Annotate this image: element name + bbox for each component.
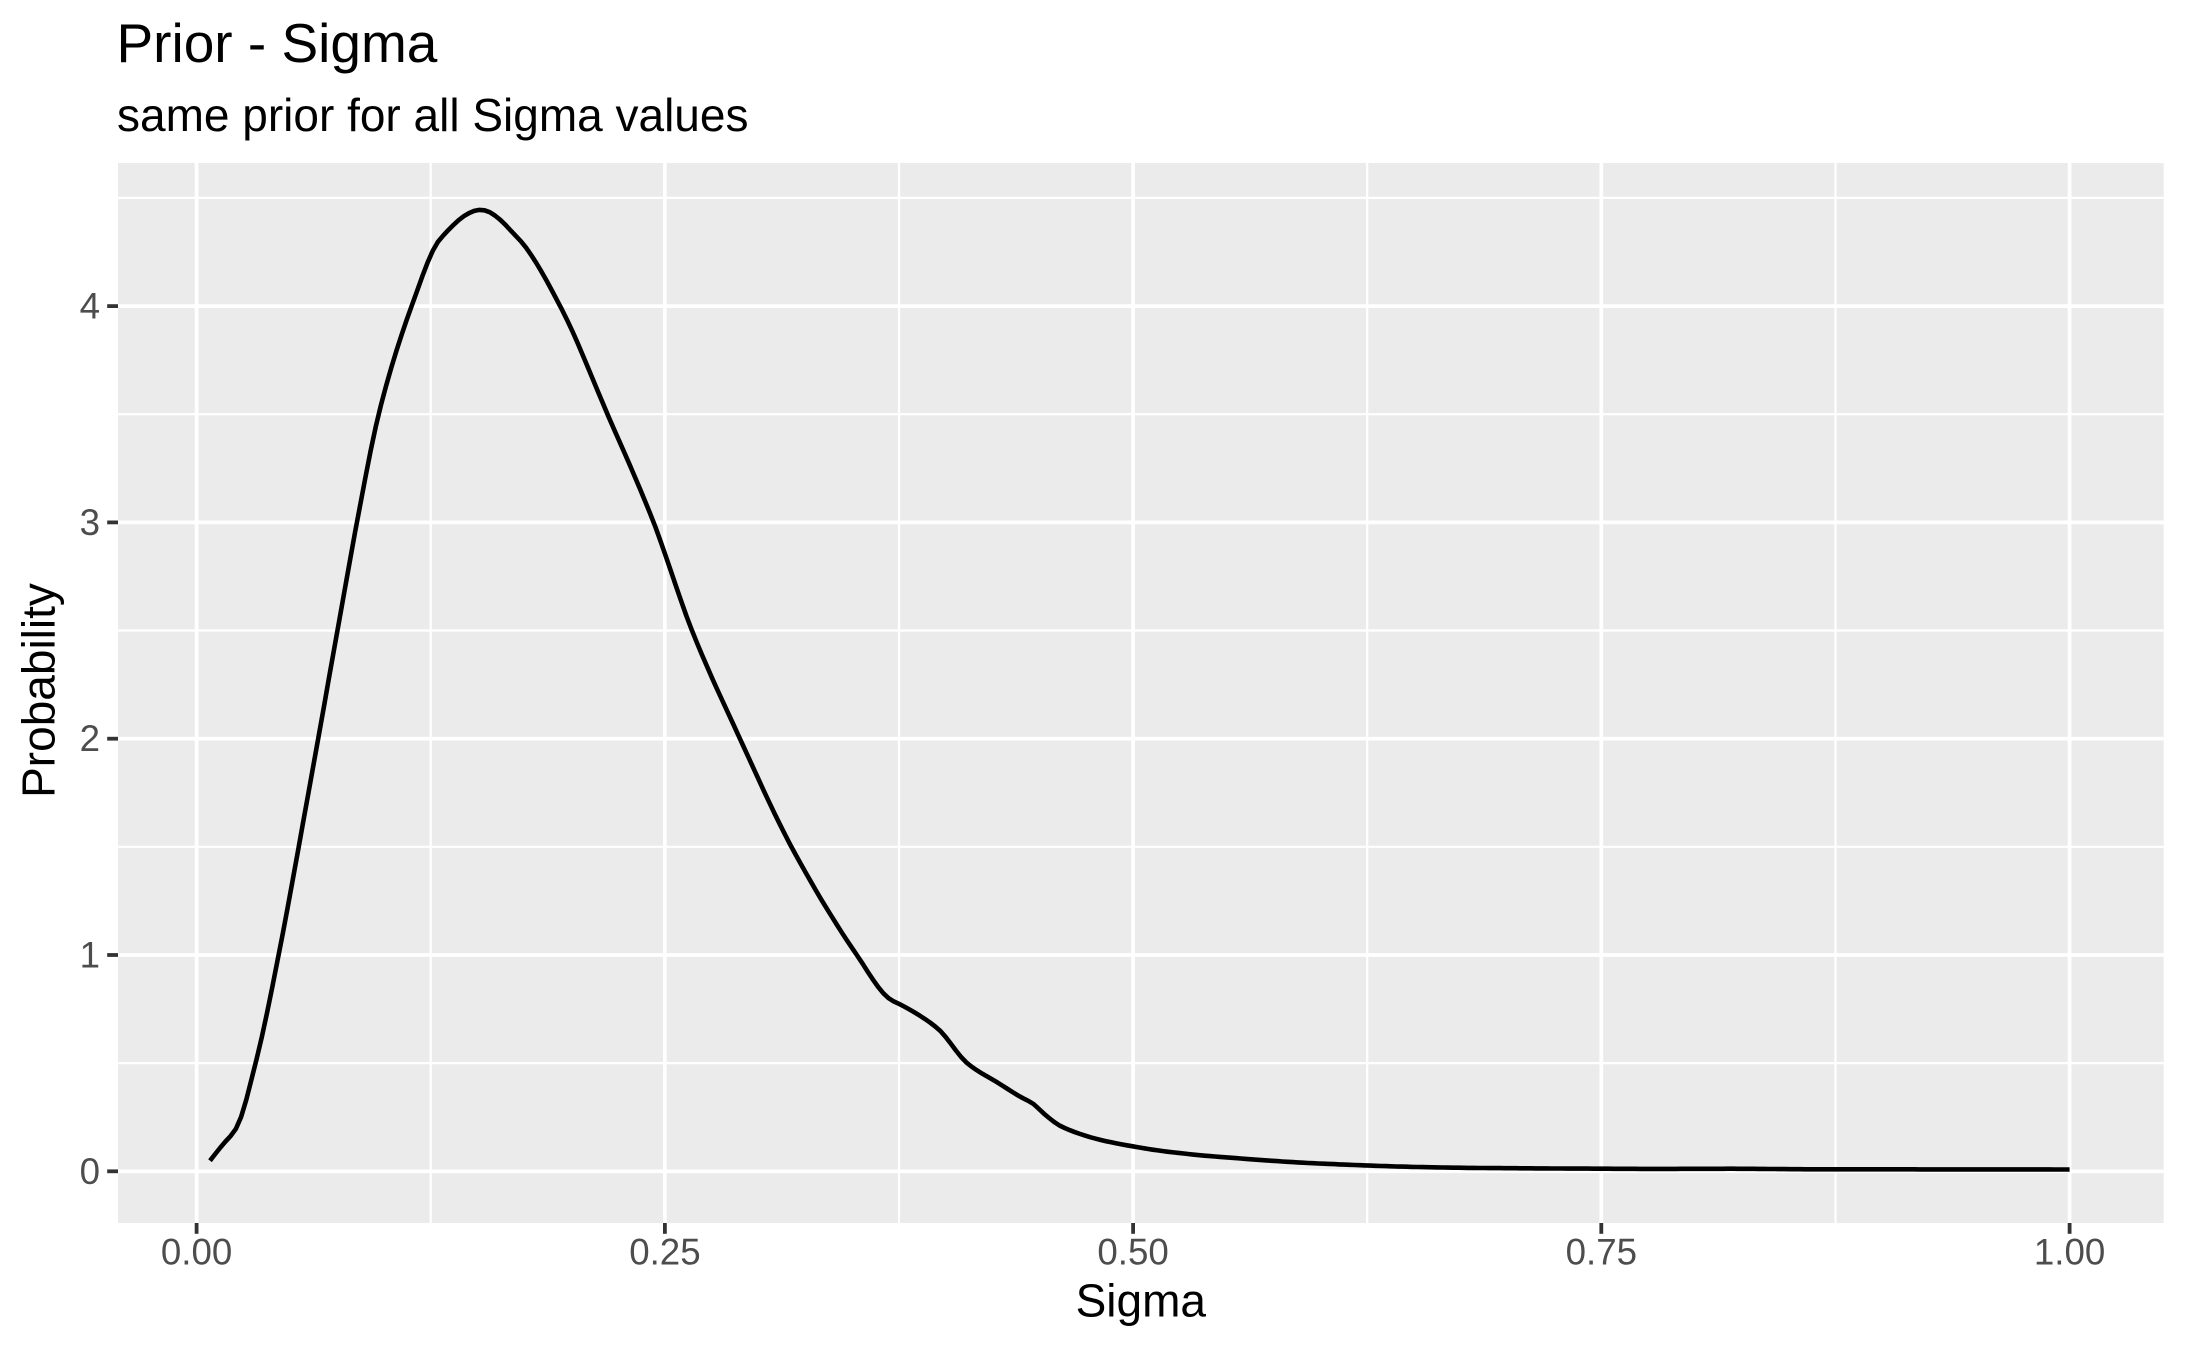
svg-text:0: 0 [80,1151,100,1192]
svg-text:1.00: 1.00 [2034,1232,2105,1273]
svg-text:4: 4 [80,286,100,327]
svg-text:same prior for all Sigma value: same prior for all Sigma values [117,89,748,141]
svg-text:Probability: Probability [13,583,65,798]
svg-text:2: 2 [80,718,100,759]
svg-text:0.25: 0.25 [629,1232,700,1273]
svg-text:0.50: 0.50 [1097,1232,1168,1273]
svg-text:0.75: 0.75 [1566,1232,1637,1273]
svg-text:3: 3 [80,502,100,543]
svg-text:0.00: 0.00 [161,1232,232,1273]
svg-text:Prior - Sigma: Prior - Sigma [117,12,438,74]
svg-text:Sigma: Sigma [1076,1275,1207,1327]
svg-text:1: 1 [80,935,100,976]
